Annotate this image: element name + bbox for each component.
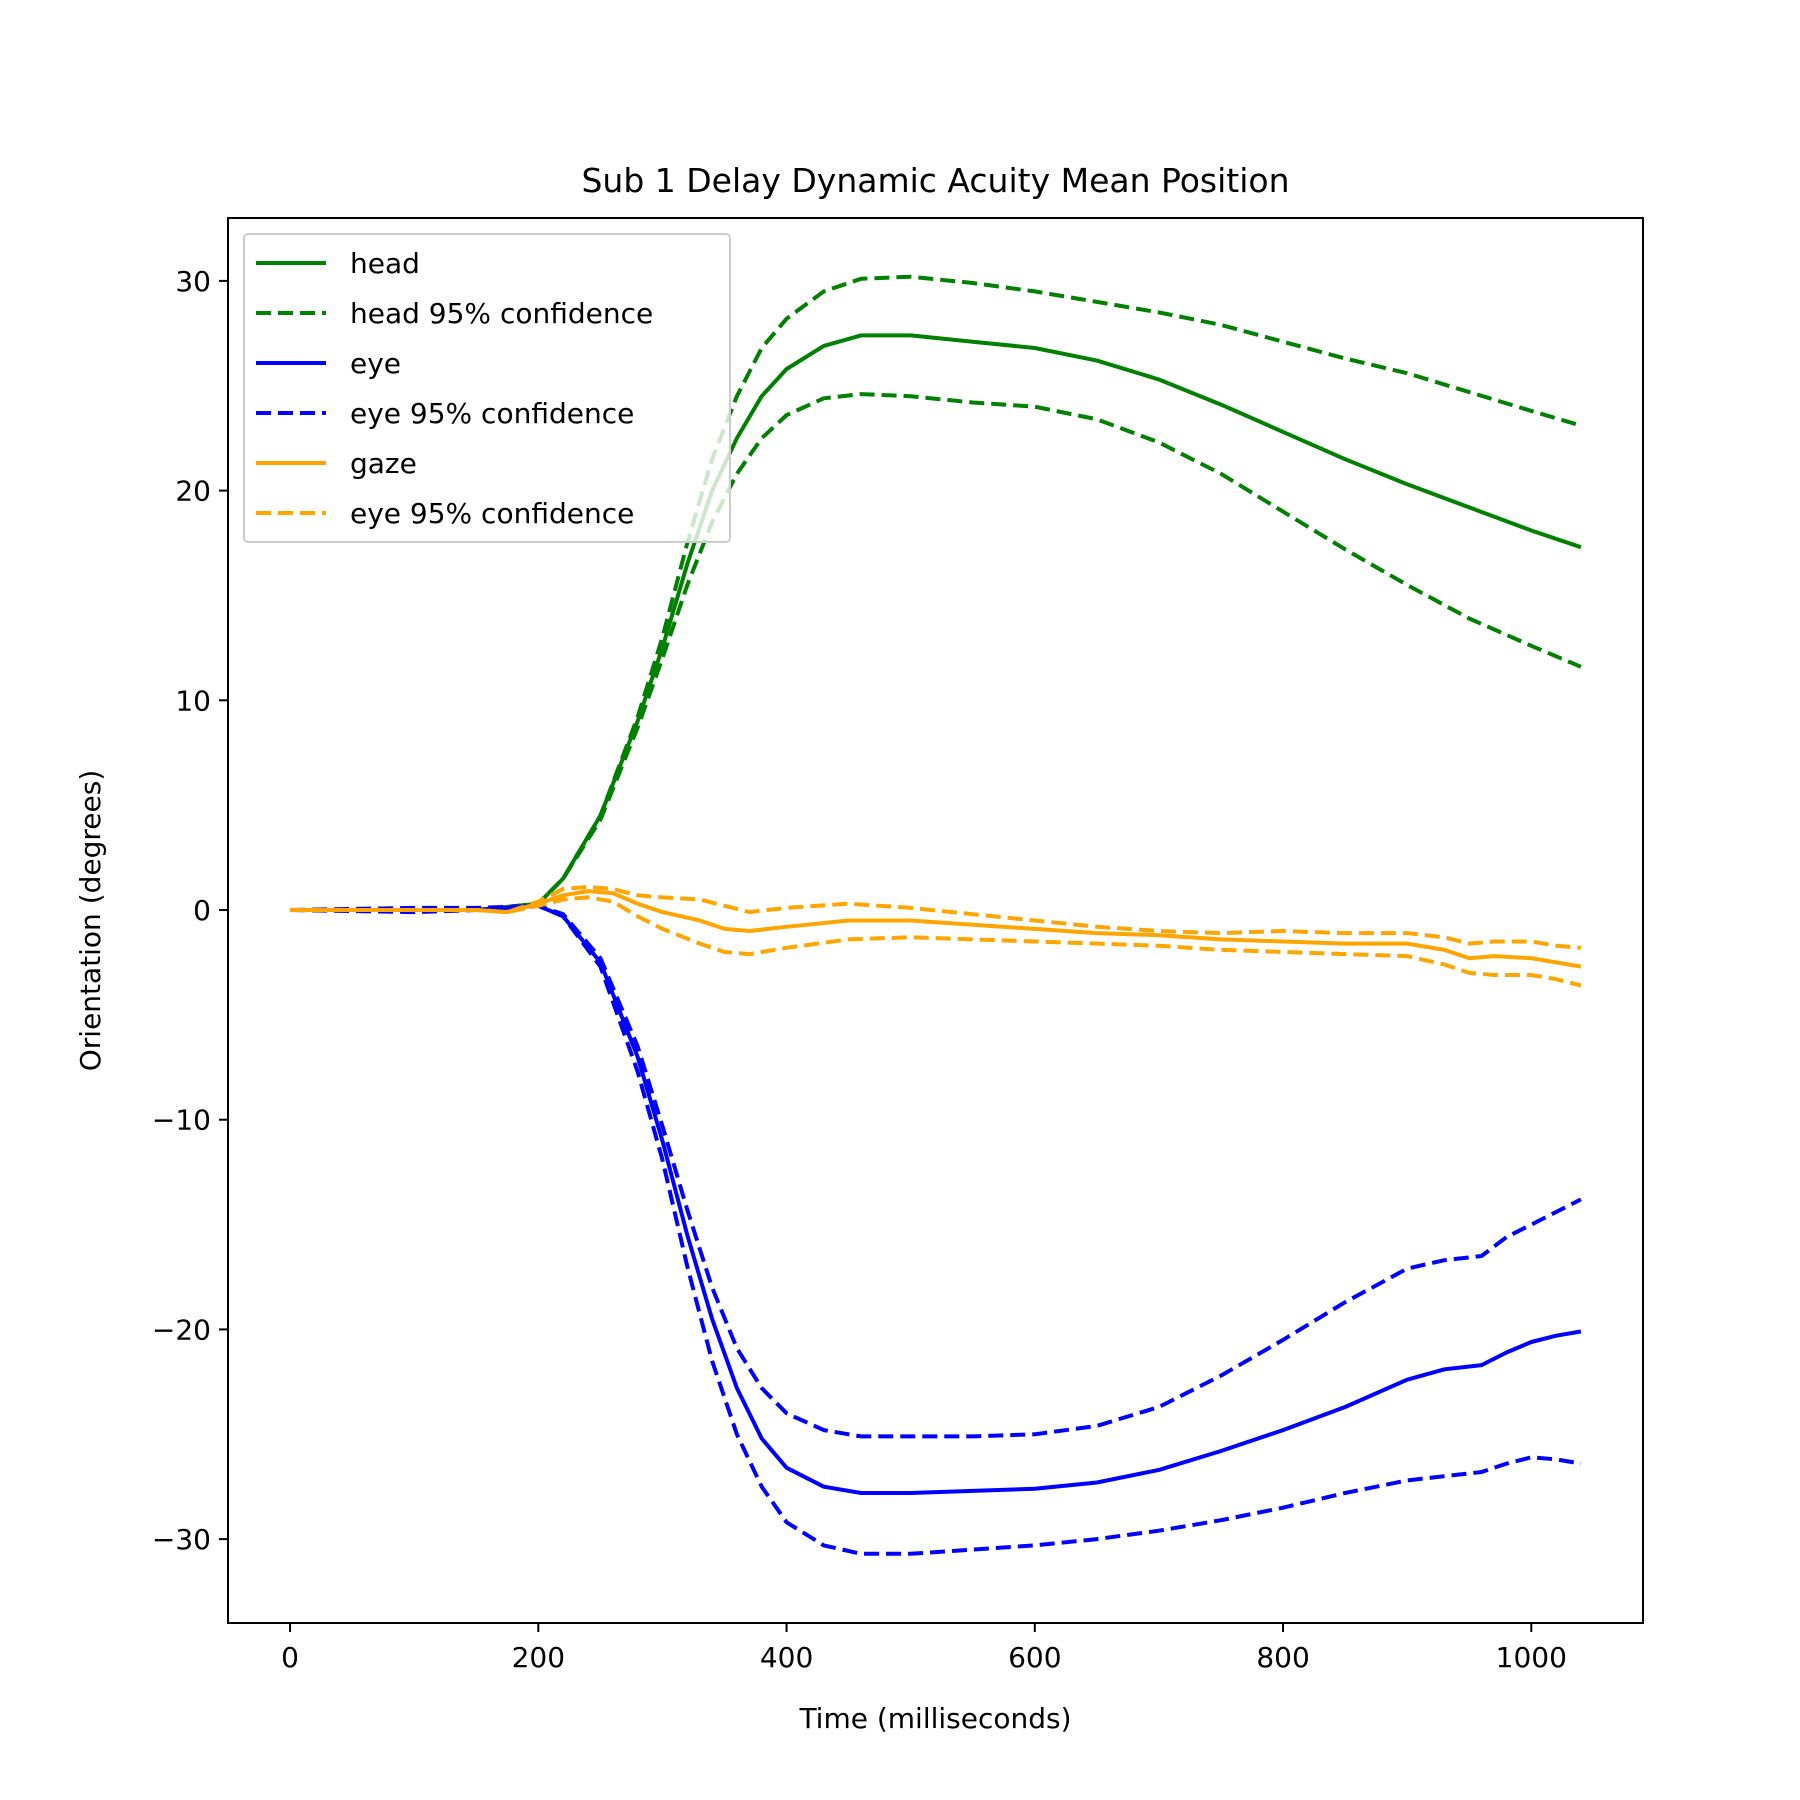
x-tick-label: 0 [281,1641,299,1674]
legend: head head 95% confidence eye eye 95% confid… [243,233,731,543]
y-tick-label: 10 [175,684,211,717]
y-tick-label: −10 [152,1104,211,1137]
x-tick-label: 1000 [1496,1641,1567,1674]
y-axis: −30 −20 −10 0 10 20 30 [152,265,228,1556]
legend-label: head [350,247,420,280]
series-line-3 [290,903,1582,1495]
legend-label: eye [350,347,401,380]
y-axis-label: Orientation (degrees) [74,770,107,1072]
series-line-4 [290,903,1582,1439]
series-line-8 [290,895,1582,988]
y-tick-label: 30 [175,265,211,298]
x-axis: 0 200 400 600 800 1000 [281,1623,1567,1674]
series-line-7 [290,884,1582,950]
x-tick-label: 200 [512,1641,565,1674]
series-layer [290,274,1582,1556]
y-tick-label: −20 [152,1313,211,1346]
legend-label: head 95% confidence [350,297,653,330]
series-line-6 [290,889,1582,969]
axes-border [227,217,1644,1624]
y-tick-label: 20 [175,475,211,508]
y-tick-label: 0 [193,894,211,927]
legend-label: eye 95% confidence [350,397,634,430]
legend-label: eye 95% confidence [350,497,634,530]
x-tick-label: 800 [1256,1641,1309,1674]
series-line-2 [290,392,1582,912]
y-tick-label: −30 [152,1523,211,1556]
legend-label: gaze [350,447,417,480]
x-axis-label: Time (milliseconds) [798,1702,1071,1735]
legend-box [243,233,731,543]
x-tick-label: 400 [760,1641,813,1674]
chart-title: Sub 1 Delay Dynamic Acuity Mean Position [581,161,1289,200]
x-tick-label: 600 [1008,1641,1061,1674]
